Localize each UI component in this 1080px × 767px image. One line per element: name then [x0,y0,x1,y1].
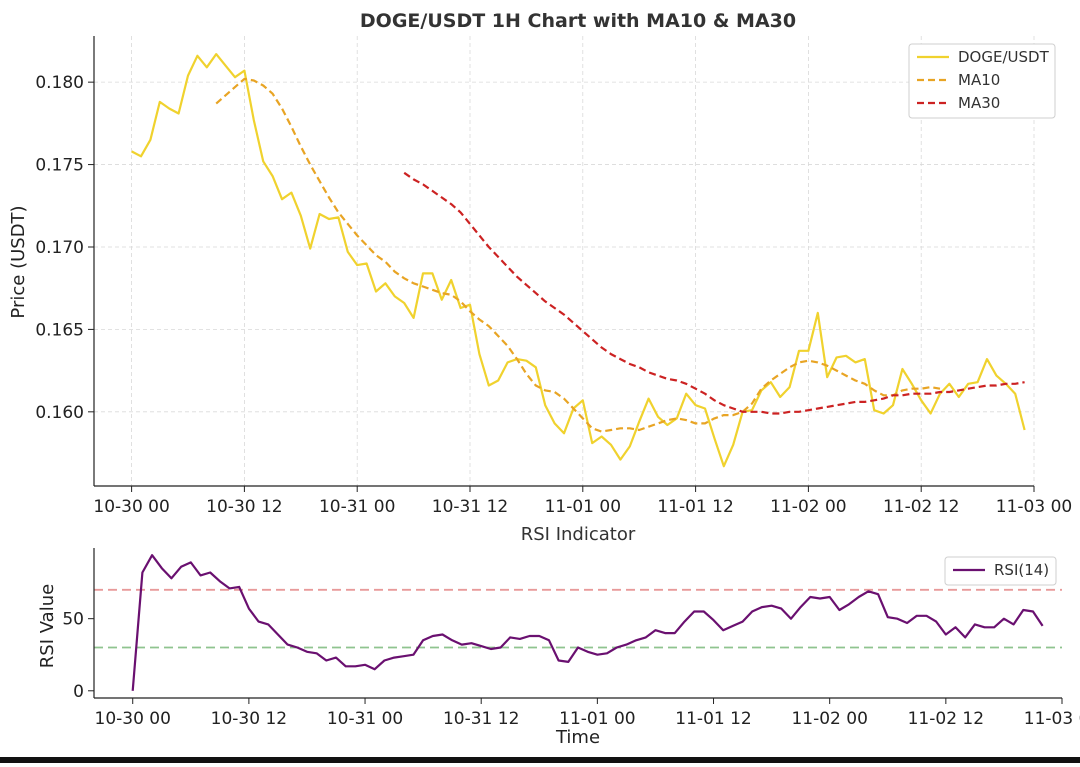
legend-label-rsi-14: RSI(14) [994,561,1049,579]
legend-label-doge-usdt: DOGE/USDT [958,48,1050,66]
rsi-legend-box [944,556,1057,586]
x-tick-label: 10-30 12 [211,709,287,729]
rsi-legend: RSI(14) [944,556,1057,586]
price-x-ticks: 10-30 00 10-30 12 10-31 00 10-31 12 11-01 00… [93,486,1072,517]
x-tick-label: 11-03 00 [996,497,1072,517]
y-tick-label: 0.165 [35,320,84,340]
y-tick-label: 0.175 [35,156,84,176]
x-tick-label: 11-01 12 [675,709,751,729]
x-tick-label: 11-01 00 [545,497,621,517]
rsi-series-group [131,554,1044,691]
price-legend-box [908,43,1056,119]
legend-label-ma10: MA10 [958,71,1000,89]
rsi-y-ticks: 0 50 [62,610,94,702]
series-line-ma10 [215,77,941,433]
rsi-reference-lines [94,588,1062,649]
x-tick-label: 11-02 00 [770,497,846,517]
rsi-x-ticks: 10-30 00 10-30 12 10-31 00 10-31 12 11-01 00… [95,698,1080,729]
series-line-rsi-14 [131,554,1044,691]
x-tick-label: 11-01 12 [657,497,733,517]
y-tick-label: 50 [62,610,84,630]
price-grid [94,36,1035,486]
series-line-ma30 [403,171,1025,415]
rsi-y-axis-title: RSI Value [37,584,58,668]
y-tick-label: 0.160 [35,403,84,423]
x-tick-label: 11-01 00 [559,709,635,729]
price-legend: DOGE/USDT MA10 MA30 [908,43,1056,119]
x-tick-label: 10-31 12 [432,497,508,517]
price-series-group [131,52,1026,468]
price-y-ticks: 0.160 0.165 0.170 0.175 0.180 [35,73,94,423]
series-line-doge-usdt [131,52,1026,468]
price-y-axis-title: Price (USDT) [8,205,29,318]
x-tick-label: 11-02 00 [791,709,867,729]
rsi-x-axis-title: Time [555,727,600,748]
x-tick-label: 10-31 00 [319,497,395,517]
x-tick-label: 10-31 00 [327,709,403,729]
x-tick-label: 11-02 12 [883,497,959,517]
x-tick-label: 10-30 00 [95,709,171,729]
y-tick-label: 0.180 [35,73,84,93]
x-tick-label: 10-30 00 [93,497,169,517]
rsi-chart-title: RSI Indicator [521,524,636,545]
price-chart-title: DOGE/USDT 1H Chart with MA10 & MA30 [360,10,796,32]
x-tick-label: 10-30 12 [206,497,282,517]
y-tick-label: 0 [73,682,84,702]
x-tick-label: 11-03 00 [1024,709,1080,729]
legend-label-ma30: MA30 [958,94,1000,112]
bottom-border-bar [0,757,1080,763]
x-tick-label: 11-02 12 [908,709,984,729]
x-tick-label: 10-31 12 [443,709,519,729]
y-tick-label: 0.170 [35,238,84,258]
